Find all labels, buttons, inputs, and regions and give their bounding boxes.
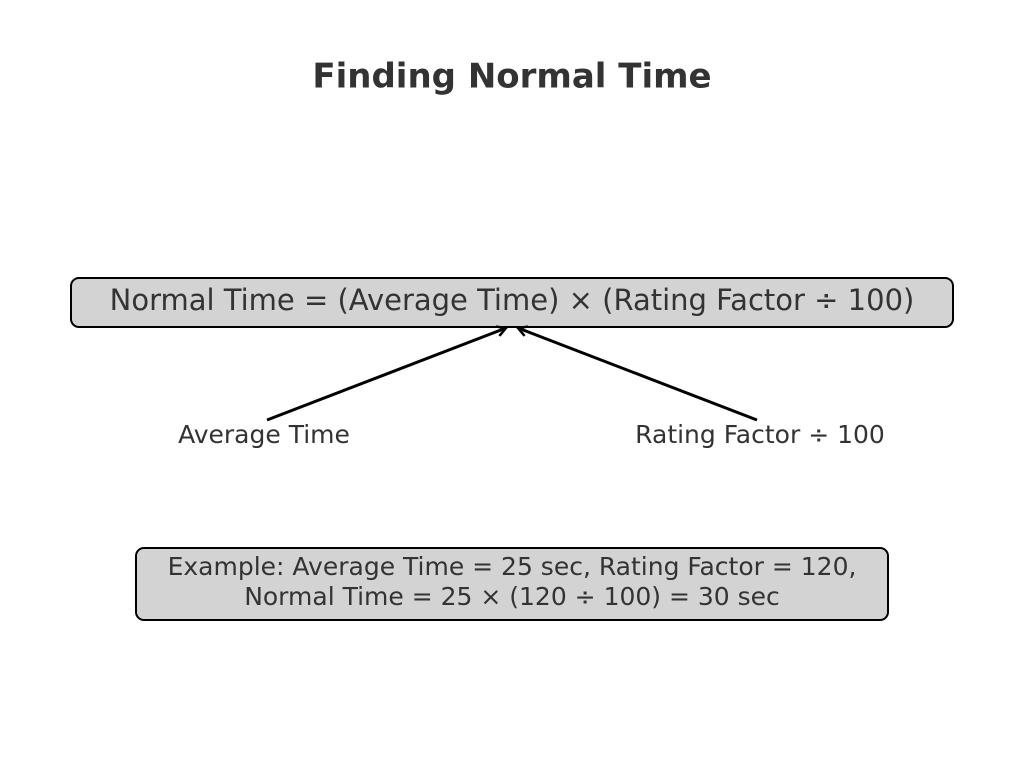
title: Finding Normal Time xyxy=(312,57,711,97)
label: Average Time xyxy=(178,420,350,449)
example-line: Example: Average Time = 25 sec, Rating F… xyxy=(168,552,857,581)
example-box xyxy=(135,547,889,621)
formula: Normal Time = (Average Time) × (Rating F… xyxy=(110,283,915,317)
arrow xyxy=(266,328,506,422)
arrow xyxy=(518,328,758,422)
formula-box xyxy=(70,277,954,328)
example-line: Normal Time = 25 × (120 ÷ 100) = 30 sec xyxy=(244,582,780,611)
label: Rating Factor ÷ 100 xyxy=(635,420,885,449)
